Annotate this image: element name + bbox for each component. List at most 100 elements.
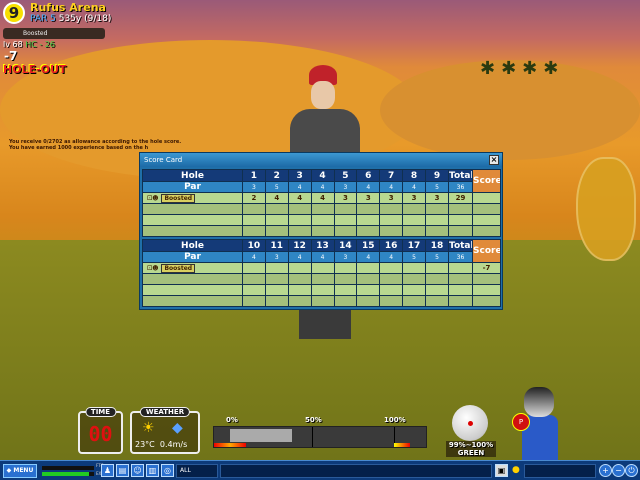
hole-row: Hole 1 2 3 4 5 6 7 8 9 Total Score — [142, 169, 501, 193]
ball-lie: 99%~100% GREEN — [446, 441, 496, 457]
stroke-count — [310, 262, 335, 274]
hole-number: 8 — [402, 169, 426, 182]
empty-cell — [287, 214, 312, 226]
hole-number: 3 — [287, 169, 312, 182]
gauge-label-0: 0% — [226, 416, 238, 424]
hole-progress: (9/18) — [84, 14, 112, 24]
hole-number: 13 — [310, 239, 335, 252]
chat-input[interactable] — [220, 464, 492, 478]
hole-info: PAR 5 535y (9/18) — [30, 14, 111, 25]
scorecard-title: Score Card — [144, 156, 183, 164]
empty-cell — [425, 225, 449, 237]
par-row: Par 4 3 4 4 3 4 4 5 5 36 — [142, 251, 501, 263]
menu-button[interactable]: ◆ MENU — [3, 464, 37, 478]
power-shot-icon[interactable]: P — [512, 413, 530, 431]
hole-number: 11 — [264, 239, 289, 252]
inventory-icon[interactable]: ▥ — [146, 464, 159, 477]
hole-number: 4 — [310, 169, 335, 182]
empty-cell — [242, 203, 266, 215]
empty-cell — [379, 273, 404, 285]
empty-cell — [333, 295, 358, 307]
zoom-in-icon[interactable]: + — [599, 464, 612, 477]
wind-direction-icon: ◆ — [172, 420, 183, 436]
options-icon[interactable]: ◎ — [161, 464, 174, 477]
hole-out-status: HOLE-OUT — [3, 63, 67, 76]
system-message: You receive 0/2702 as allowance accordin… — [9, 139, 182, 145]
zoom-out-icon[interactable]: − — [612, 464, 625, 477]
stroke-count: 4 — [264, 192, 289, 204]
stroke-count: 3 — [379, 192, 404, 204]
chat-channel[interactable]: ALL — [176, 464, 218, 478]
lie-accuracy: 99%~100% — [448, 441, 494, 449]
time-value: 00 — [88, 422, 113, 446]
empty-cell — [333, 284, 358, 296]
total-label: Total — [448, 169, 473, 182]
hole-number: 5 — [333, 169, 358, 182]
empty-cell — [356, 214, 381, 226]
par-label: Par — [142, 251, 243, 263]
player-cell: ⚀☻ Boosted — [142, 192, 243, 204]
empty-cell — [242, 273, 266, 285]
empty-cell — [142, 214, 243, 226]
par-value: 4 — [310, 181, 335, 193]
stroke-count: 3 — [402, 192, 426, 204]
lie-type: GREEN — [457, 449, 485, 457]
friends-icon[interactable]: ☺ — [131, 464, 144, 477]
hole-number: 1 — [242, 169, 266, 182]
par-value: 3 — [264, 251, 289, 263]
empty-cell — [310, 203, 335, 215]
weather-label: WEATHER — [139, 407, 191, 417]
gauge-label-100: 100% — [384, 416, 406, 424]
empty-cell — [310, 225, 335, 237]
par-value: 4 — [287, 181, 312, 193]
impact-zone-end — [394, 443, 410, 447]
stroke-count: 3 — [356, 192, 381, 204]
profile-icon[interactable]: ♟ — [101, 464, 114, 477]
empty-cell — [356, 284, 381, 296]
level: lv 68 — [3, 40, 23, 49]
empty-cell — [379, 203, 404, 215]
par-value: 3 — [333, 251, 358, 263]
course-minimap[interactable] — [576, 157, 636, 261]
wind-speed: 0.4m/s — [159, 440, 188, 449]
player-row — [142, 284, 501, 296]
player-row — [142, 214, 501, 226]
empty-cell — [264, 214, 289, 226]
stroke-total — [448, 262, 473, 274]
empty-cell — [287, 225, 312, 237]
empty-cell — [425, 295, 449, 307]
par-value: 4 — [356, 181, 381, 193]
temperature: 23°C — [135, 440, 155, 449]
hole-number: 17 — [402, 239, 426, 252]
shop-icon[interactable]: ▤ — [116, 464, 129, 477]
empty-cell — [402, 273, 426, 285]
stroke-count — [264, 262, 289, 274]
golf-bag-icon[interactable]: P — [512, 385, 562, 460]
stroke-count: 3 — [425, 192, 449, 204]
screenshot-icon[interactable]: ▣ — [495, 464, 508, 477]
player-name: Boosted — [161, 193, 196, 203]
par-total: 36 — [448, 181, 473, 193]
player-row: ⚀☻ Boosted 2 4 4 4 3 3 3 3 3 29 — [142, 192, 501, 204]
hole-number: 16 — [379, 239, 404, 252]
empty-cell — [142, 225, 243, 237]
exit-icon[interactable]: ⏻ — [625, 464, 638, 477]
par-value: 4 — [402, 181, 426, 193]
empty-cell — [402, 203, 426, 215]
empty-cell — [242, 295, 266, 307]
stroke-count — [333, 262, 358, 274]
score-label: Score — [472, 169, 501, 193]
scorecard-title-bar[interactable]: Score Card × — [140, 153, 502, 167]
player-row — [142, 273, 501, 285]
hole-label: Hole — [142, 169, 243, 182]
exp-label: EXP — [96, 471, 104, 476]
player-row — [142, 203, 501, 215]
hole-number: 10 — [242, 239, 266, 252]
course-name: Rufus Arena — [30, 1, 106, 14]
close-icon[interactable]: × — [489, 155, 499, 165]
empty-cell — [333, 273, 358, 285]
power-gauge — [213, 426, 427, 448]
empty-cell — [142, 273, 243, 285]
stroke-count — [379, 262, 404, 274]
back-nine-table: Hole 10 11 12 13 14 15 16 17 18 Total Score Par 4 3 4 4 3… — [142, 239, 501, 307]
